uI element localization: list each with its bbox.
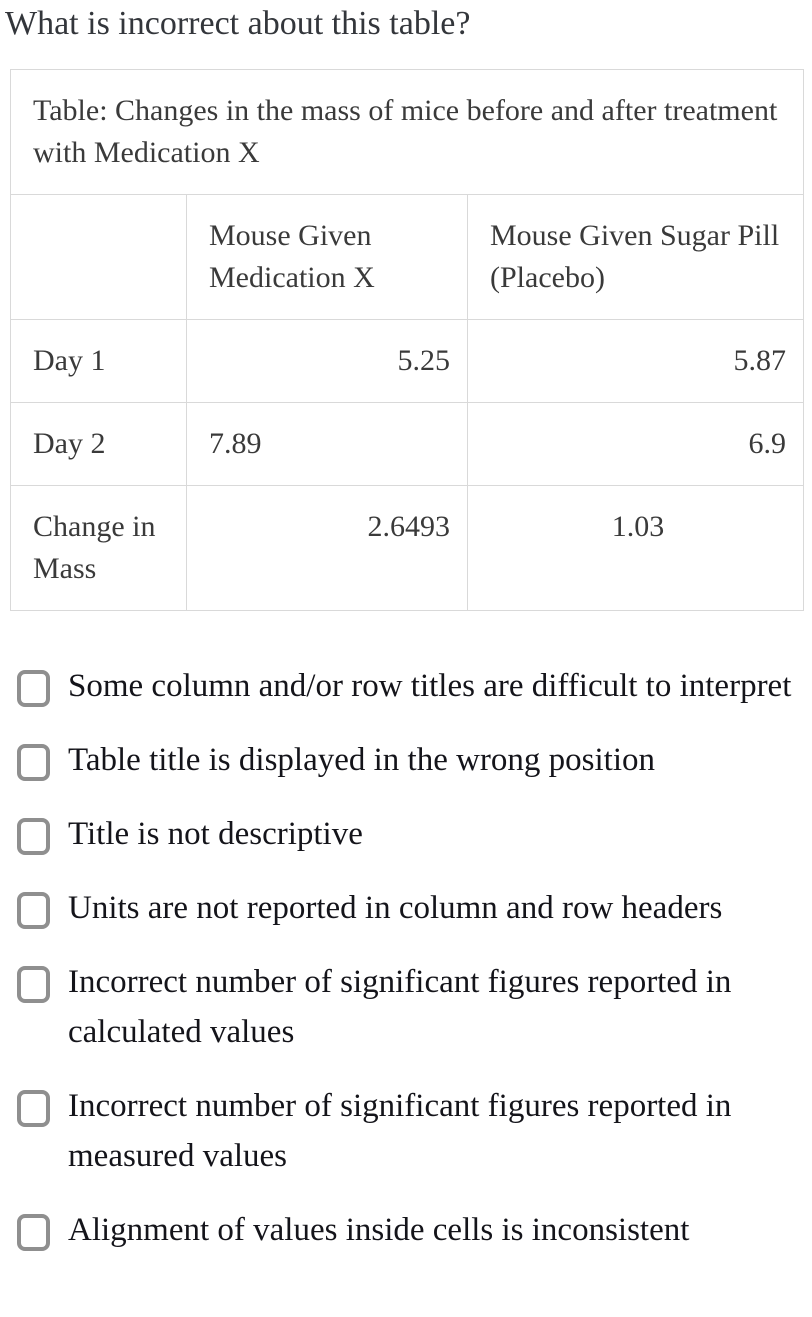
option-label-3[interactable]: Title is not descriptive bbox=[68, 816, 363, 853]
cell-day2-placebo: 6.9 bbox=[467, 402, 804, 487]
option-checkbox-6[interactable] bbox=[17, 1090, 50, 1128]
table-row-day1: Day 1 5.25 5.87 bbox=[10, 319, 804, 404]
option-checkbox-4[interactable] bbox=[17, 892, 50, 930]
option-checkbox-7[interactable] bbox=[17, 1214, 50, 1252]
table-caption: Table: Changes in the mass of mice befor… bbox=[10, 69, 804, 196]
option-checkbox-3[interactable] bbox=[17, 818, 50, 856]
quiz-question-page: What is incorrect about this table? Tabl… bbox=[0, 5, 812, 1255]
cell-day1-placebo: 5.87 bbox=[467, 319, 804, 404]
option-label-7[interactable]: Alignment of values inside cells is inco… bbox=[68, 1212, 690, 1249]
cell-change-medx: 2.6493 bbox=[186, 485, 468, 612]
cell-day1-medx: 5.25 bbox=[186, 319, 468, 404]
cell-change-placebo: 1.03 bbox=[467, 485, 804, 612]
option-checkbox-2[interactable] bbox=[17, 744, 50, 782]
question-title: What is incorrect about this table? bbox=[5, 5, 471, 42]
option-checkbox-5[interactable] bbox=[17, 966, 50, 1004]
cell-day2-medx: 7.89 bbox=[186, 402, 468, 487]
option-label-2[interactable]: Table title is displayed in the wrong po… bbox=[68, 742, 656, 779]
option-label-1[interactable]: Some column and/or row titles are diffic… bbox=[68, 668, 792, 705]
table-row-day2: Day 2 7.89 6.9 bbox=[10, 402, 804, 487]
option-row-6[interactable]: Incorrect number of significant figures … bbox=[0, 1081, 812, 1181]
data-table: Table: Changes in the mass of mice befor… bbox=[10, 69, 804, 612]
option-row-5[interactable]: Incorrect number of significant figures … bbox=[0, 957, 812, 1057]
table-caption-row: Table: Changes in the mass of mice befor… bbox=[10, 69, 804, 196]
row-label-day1: Day 1 bbox=[10, 319, 187, 404]
option-label-6[interactable]: Incorrect number of significant figures … bbox=[68, 1088, 732, 1175]
option-row-2[interactable]: Table title is displayed in the wrong po… bbox=[0, 735, 812, 785]
table-header-row: Mouse Given Medication X Mouse Given Sug… bbox=[10, 194, 804, 321]
row-label-change-in-mass: Change in Mass bbox=[10, 485, 187, 612]
option-row-1[interactable]: Some column and/or row titles are diffic… bbox=[0, 661, 812, 711]
option-label-4[interactable]: Units are not reported in column and row… bbox=[68, 890, 723, 927]
option-row-4[interactable]: Units are not reported in column and row… bbox=[0, 883, 812, 933]
option-row-3[interactable]: Title is not descriptive bbox=[0, 809, 812, 859]
option-row-7[interactable]: Alignment of values inside cells is inco… bbox=[0, 1205, 812, 1255]
row-label-day2: Day 2 bbox=[10, 402, 187, 487]
table-row-change-in-mass: Change in Mass 2.6493 1.03 bbox=[10, 485, 804, 612]
header-cell-placebo: Mouse Given Sugar Pill (Placebo) bbox=[467, 194, 804, 321]
table-container: Table: Changes in the mass of mice befor… bbox=[10, 69, 812, 612]
answer-options: Some column and/or row titles are diffic… bbox=[0, 661, 812, 1255]
option-label-5[interactable]: Incorrect number of significant figures … bbox=[68, 964, 732, 1051]
header-cell-empty bbox=[10, 194, 187, 321]
header-cell-medication-x: Mouse Given Medication X bbox=[186, 194, 468, 321]
option-checkbox-1[interactable] bbox=[17, 670, 50, 708]
